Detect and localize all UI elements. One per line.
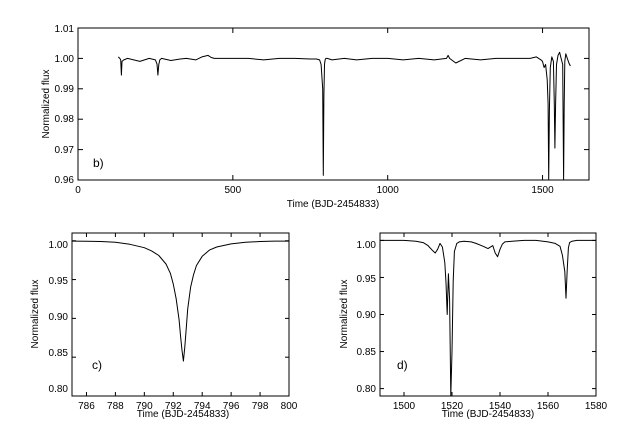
chart-b: 0.96 0.97 0.98 0.99 1.00 1.01 0 500 1000 15…	[41, 24, 590, 210]
chart-c-ytick-label: 0.95	[49, 276, 69, 287]
chart-b-ytick-label: 0.96	[55, 175, 75, 186]
chart-c-frame	[71, 232, 290, 397]
chart-d-xticks: 1500 1520 1540 1560 1580	[393, 233, 608, 412]
chart-c-xlabel: Time (BJD-2454833)	[137, 409, 229, 420]
chart-b-xtick-label: 0	[75, 185, 81, 196]
chart-d-frame	[379, 232, 597, 397]
chart-c-ytick-label: 0.85	[49, 348, 69, 359]
chart-b-series-line	[117, 51, 571, 181]
chart-d-xtick-label: 1540	[489, 401, 512, 412]
chart-b-ytickmarks	[78, 57, 589, 181]
chart-c-panel-label: c)	[92, 358, 102, 372]
chart-c-xtick-label: 794	[194, 401, 211, 412]
chart-b-ytick-label: 1.00	[55, 54, 75, 65]
chart-d-ytick-label: 1.00	[357, 240, 377, 251]
chart-d-ytick-label: 0.85	[357, 347, 377, 358]
chart-c-yticks: 0.80 0.85 0.90 0.95 1.00	[49, 240, 69, 395]
chart-d-series-line	[380, 239, 596, 397]
chart-b-xtick-label: 1000	[377, 185, 400, 196]
chart-c: 0.80 0.85 0.90 0.95 1.00 786 788 790 792 794…	[30, 232, 298, 420]
chart-b-xtick-label: 1500	[531, 185, 554, 196]
chart-c-xtick-label: 796	[223, 401, 240, 412]
chart-b-ylabel: Normalized flux	[41, 70, 52, 139]
chart-b-xtick-label: 500	[225, 185, 242, 196]
chart-d-yticks: 0.80 0.85 0.90 0.95 1.00	[357, 240, 377, 395]
chart-d-xtick-label: 1580	[585, 401, 608, 412]
chart-b-xlabel: Time (BJD-2454833)	[287, 199, 379, 210]
chart-c-series-line	[71, 240, 289, 362]
chart-c-xticks: 786 788 790 792 794 796 798 800	[78, 233, 298, 412]
chart-d: 0.80 0.85 0.90 0.95 1.00 1500 1520 1540 156…	[339, 232, 608, 420]
chart-b-ytick-label: 0.98	[55, 114, 75, 125]
chart-c-ylabel: Normalized flux	[30, 280, 41, 349]
chart-c-xtick-label: 788	[107, 401, 124, 412]
chart-d-ylabel: Normalized flux	[339, 280, 350, 349]
chart-c-xtick-label: 798	[252, 401, 269, 412]
chart-b-yticks: 0.96 0.97 0.98 0.99 1.00 1.01	[55, 24, 75, 186]
chart-c-ytick-label: 1.00	[49, 240, 69, 251]
chart-b-ytick-label: 0.97	[55, 145, 75, 156]
chart-b-ytick-label: 0.99	[55, 84, 75, 95]
chart-c-ytickmarks	[72, 240, 289, 397]
chart-c-xtick-label: 800	[281, 401, 298, 412]
chart-b-xticks: 0 500 1000 1500	[75, 28, 554, 196]
chart-d-ytick-label: 0.95	[357, 274, 377, 285]
chart-b-ytick-label-top: 1.01	[55, 24, 75, 35]
chart-c-ytick-label: 0.80	[49, 384, 69, 395]
chart-d-xtick-label: 1520	[441, 401, 464, 412]
chart-c-ytick-label: 0.90	[49, 312, 69, 323]
chart-d-ytick-label: 0.90	[357, 310, 377, 321]
chart-d-panel-label: d)	[397, 358, 408, 372]
chart-d-xlabel: Time (BJD-2454833)	[442, 409, 534, 420]
chart-b-frame	[77, 27, 590, 181]
chart-d-xtick-label: 1500	[393, 401, 416, 412]
chart-d-xtick-label: 1560	[537, 401, 560, 412]
chart-c-xtick-label: 790	[136, 401, 153, 412]
chart-b-panel-label: b)	[93, 156, 104, 170]
chart-c-xtick-label: 792	[165, 401, 182, 412]
chart-d-ytick-label: 0.80	[357, 384, 377, 395]
chart-c-xtick-label: 786	[78, 401, 95, 412]
